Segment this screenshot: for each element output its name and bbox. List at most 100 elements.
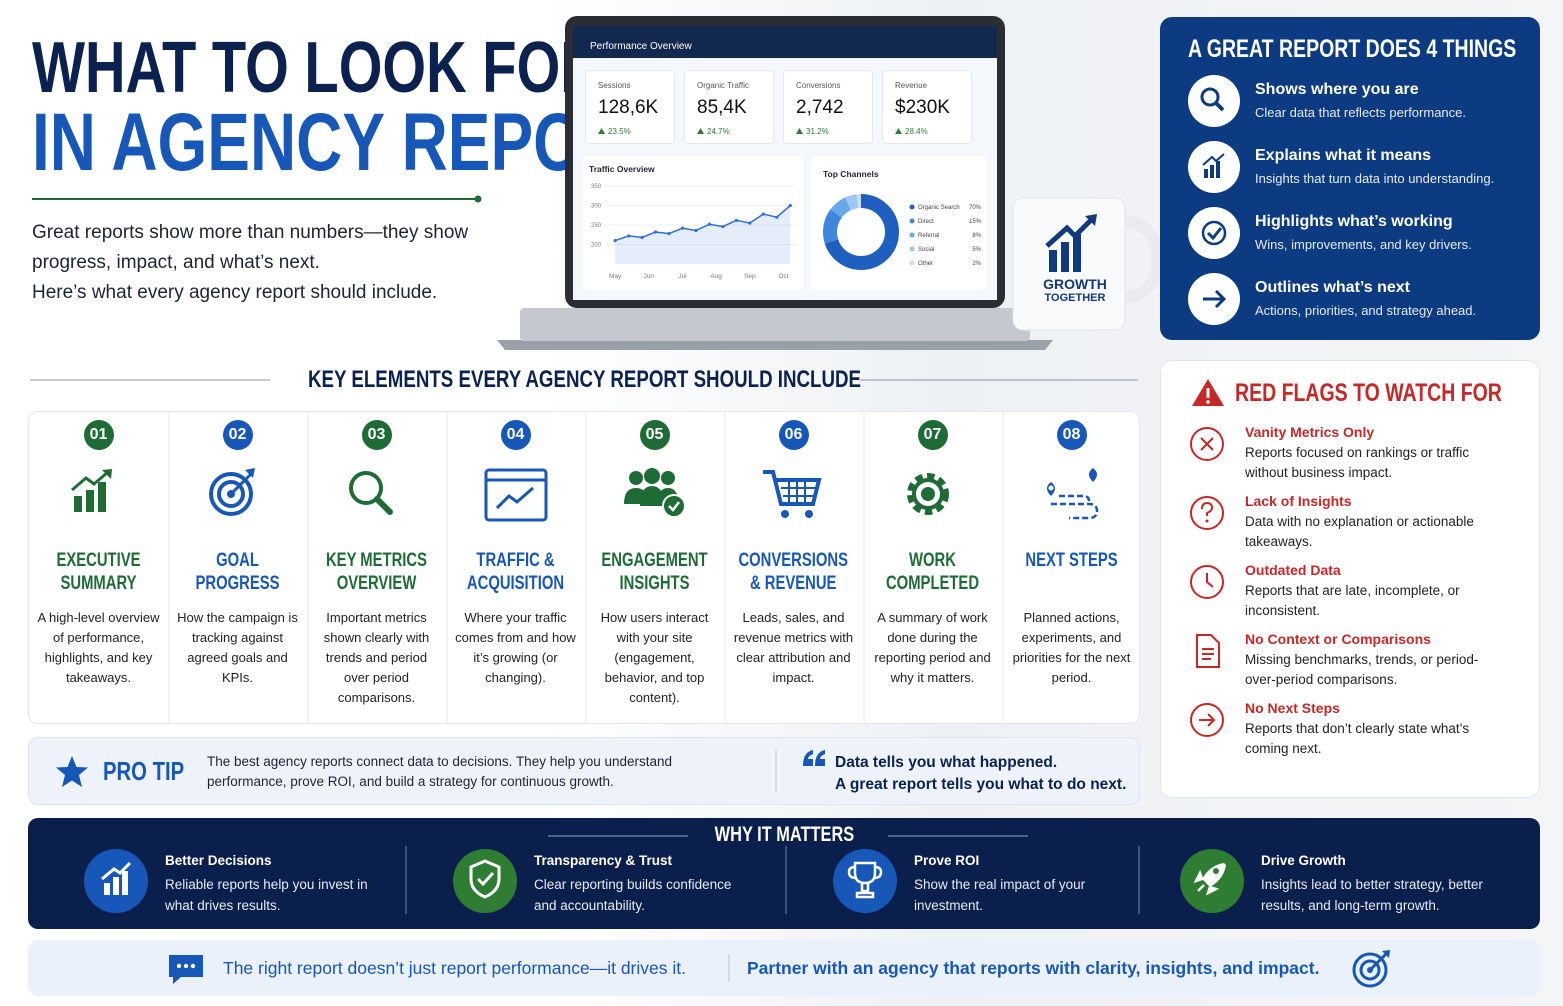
icon-part	[1200, 437, 1214, 451]
legend-label: Organic Search	[918, 205, 960, 211]
column-divider	[724, 412, 726, 723]
card-title-wrap: CONVERSIONS & REVENUE	[724, 549, 863, 599]
icon-part	[1202, 648, 1214, 660]
card-icon	[1046, 468, 1098, 520]
item-title: Outlines what’s next	[1255, 279, 1410, 296]
column-divider	[446, 412, 448, 723]
icon-part	[101, 469, 112, 479]
donut-slice	[823, 194, 899, 270]
x-tick-label: Aug	[710, 273, 722, 280]
flag-text: Reports focused on rankings or traffic w…	[1245, 445, 1470, 480]
card-title-wrap: KEY METRICS OVERVIEW	[307, 549, 446, 599]
icon-part	[216, 480, 245, 508]
icon-part	[85, 490, 94, 512]
icon-part	[1088, 468, 1097, 482]
kpi-value: $230K	[895, 97, 950, 118]
card-title: EXECUTIVE SUMMARY	[56, 550, 141, 594]
card-title-wrap: WORK COMPLETED	[863, 549, 1002, 599]
card-number: 03	[367, 426, 386, 443]
kpi-label: Conversions	[796, 81, 841, 90]
kpi-card: Sessions 128,6K 23.5%	[585, 70, 675, 144]
flag-title: No Next Steps	[1245, 700, 1340, 716]
flag-title: Outdated Data	[1245, 562, 1341, 578]
icon-part	[1382, 950, 1390, 958]
card-number: 06	[784, 426, 803, 443]
icon-part	[1190, 496, 1224, 530]
legend-swatch	[909, 204, 915, 210]
donut-chart: Organic Search 70% Direct 15% Referral 8% Soci…	[823, 194, 982, 270]
traffic-point	[788, 203, 792, 208]
icon-part	[208, 472, 253, 516]
card-text: How users interact with your site (engag…	[600, 610, 709, 705]
card-text: A high-level overview of performance, hi…	[37, 610, 160, 685]
column-divider	[785, 846, 787, 914]
item-icon	[1188, 273, 1240, 325]
up-arrow	[796, 128, 803, 134]
card-icon	[906, 473, 949, 515]
title-wrap: WHAT TO LOOK FOR	[32, 30, 761, 106]
icon-part	[697, 128, 704, 134]
icon-part	[495, 486, 534, 510]
card-icon	[762, 470, 822, 518]
kpi-value: 2,742	[796, 97, 844, 118]
footer-right: Partner with an agency that reports with…	[747, 958, 1320, 978]
legend-swatch	[909, 232, 915, 238]
icon-part	[348, 471, 383, 505]
card-number: 01	[89, 426, 108, 443]
quote: Data tells you what happened. A great re…	[835, 752, 1126, 796]
traffic-panel: Traffic Overview 200 250 300 350 May Jun Jul Aug…	[583, 156, 803, 290]
x-tick-label: Jul	[678, 273, 687, 280]
red-flags-panel: RED FLAGS TO WATCH FOR Vanity Metrics On…	[1160, 360, 1540, 798]
mug-line: TOGETHER	[1044, 292, 1106, 304]
x-tick-label: Sep	[744, 273, 756, 280]
icon-part	[474, 195, 482, 203]
why-item-text: Clear reporting builds confidence and ac…	[534, 877, 732, 913]
kpi-change: 28.4%	[905, 127, 928, 136]
card-text: How the campaign is tracking against agr…	[177, 610, 298, 685]
kpi-label: Sessions	[598, 81, 631, 90]
icon-part	[911, 478, 944, 510]
icon-part	[169, 955, 203, 984]
card-title-wrap: EXECUTIVE SUMMARY	[29, 549, 168, 599]
column-divider	[585, 412, 587, 723]
why-icon	[84, 849, 148, 913]
icon-part	[1193, 869, 1220, 896]
traffic-point	[653, 230, 658, 234]
icon-part	[1213, 868, 1219, 874]
icon-part	[598, 128, 605, 134]
title-underline	[32, 195, 482, 203]
section-rule	[30, 379, 1138, 381]
icon-part	[1188, 75, 1240, 127]
icon-part	[1216, 161, 1220, 178]
icon-part	[1206, 227, 1223, 241]
traffic-point	[640, 235, 644, 240]
kpi-change: 23.5%	[608, 127, 631, 136]
footer-left: The right report doesn’t just report per…	[223, 958, 686, 978]
icon-part	[906, 473, 949, 515]
why-item-title: Drive Growth	[1261, 853, 1346, 868]
mug-text: GROWTH TOGETHER	[1013, 276, 1137, 304]
icon-part	[1201, 501, 1214, 516]
flag-text: Missing benchmarks, trends, or period-ov…	[1245, 652, 1479, 687]
icon-part: RED FLAGS TO WATCH FOR	[1235, 379, 1563, 408]
target-icon	[1352, 950, 1390, 988]
traffic-chart: 200 250 300 350 May Jun Jul Aug Sep Oct	[591, 184, 797, 280]
x-tick-label: May	[609, 273, 622, 280]
kpi-label: Revenue	[895, 81, 928, 90]
icon-part	[639, 420, 670, 450]
card-icon	[623, 468, 686, 518]
icon-part	[520, 308, 1030, 341]
card-number: 02	[228, 426, 247, 443]
legend-label: Direct	[918, 219, 934, 225]
card-title-wrap: GOAL PROGRESS	[168, 549, 307, 599]
why-item-text: Insights lead to better strategy, better…	[1261, 877, 1483, 913]
intro-text: Great reports show more than numbers—the…	[32, 222, 469, 273]
traffic-point	[721, 224, 725, 229]
icon-part	[1202, 863, 1226, 887]
why-item-text: Reliable reports help you invest in what…	[165, 877, 368, 913]
quote-icon	[803, 750, 825, 766]
icon-part	[1049, 250, 1057, 272]
icon-part	[101, 861, 132, 881]
card-title: WORK COMPLETED	[885, 550, 980, 594]
icon-part	[373, 496, 393, 515]
